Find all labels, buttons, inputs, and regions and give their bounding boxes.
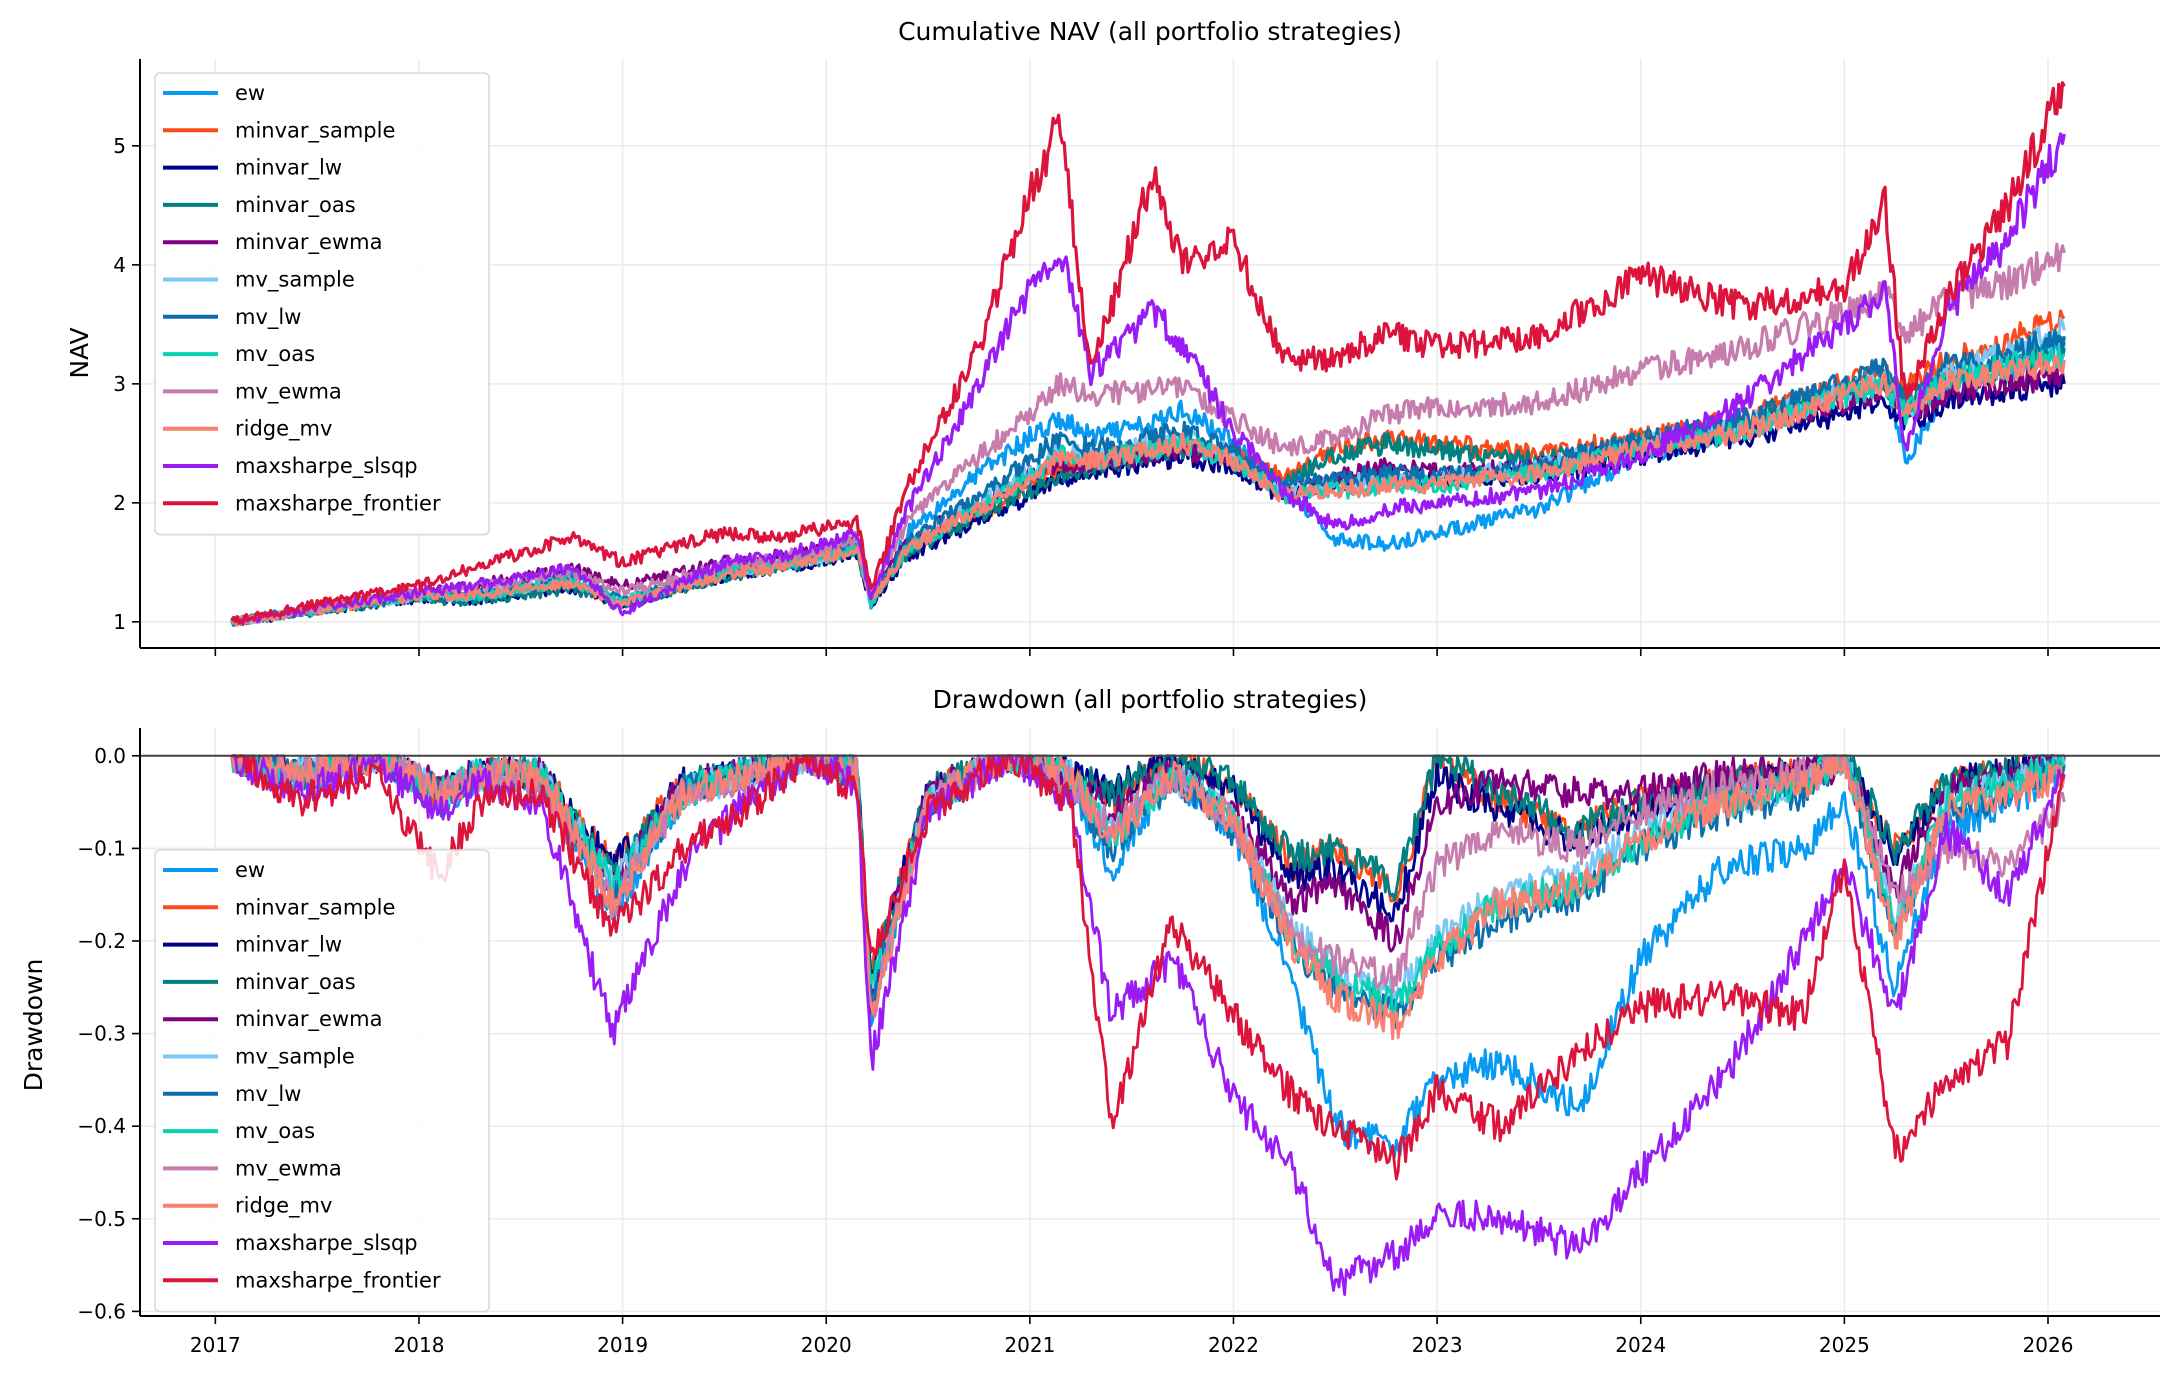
y-tick-label: 4 <box>113 253 126 277</box>
nav-series-group <box>230 81 2066 627</box>
legend-label: minvar_ewma <box>235 1007 382 1032</box>
legend-label: maxsharpe_slsqp <box>235 1231 418 1256</box>
legend-label: minvar_oas <box>235 970 356 995</box>
legend-frame <box>154 72 490 536</box>
legend-label: mv_oas <box>235 1119 315 1144</box>
legend-label: mv_lw <box>235 1082 301 1107</box>
legend-item: ridge_mv <box>163 1194 332 1219</box>
x-tick-label: 2017 <box>190 1333 241 1357</box>
legend-item: mv_lw <box>163 1082 301 1107</box>
legend-item: mv_ewma <box>163 379 342 404</box>
legend-item: minvar_sample <box>163 895 395 920</box>
legend-item: minvar_sample <box>163 118 395 143</box>
drawdown-axes: 0.0 −0.1 −0.2 −0.3 −0.4 −0.5 −0.6 2017 2018 2019 2… <box>77 728 2160 1357</box>
drawdown-y-axis-label: Drawdown <box>19 959 48 1092</box>
legend-label: minvar_oas <box>235 193 356 218</box>
legend-label: ridge_mv <box>235 1194 332 1219</box>
legend-item: mv_lw <box>163 305 301 330</box>
legend-item: ridge_mv <box>163 417 332 442</box>
drawdown-chart-title: Drawdown (all portfolio strategies) <box>933 685 1368 714</box>
legend-label: maxsharpe_frontier <box>235 491 441 516</box>
nav-chart-title: Cumulative NAV (all portfolio strategies… <box>898 17 1402 46</box>
legend-item: mv_sample <box>163 268 355 293</box>
legend-item: maxsharpe_frontier <box>163 1268 441 1293</box>
drawdown-panel: 0.0 −0.1 −0.2 −0.3 −0.4 −0.5 −0.6 2017 2018 2019 2… <box>19 685 2160 1357</box>
legend-label: minvar_ewma <box>235 230 382 255</box>
nav-panel: 1 2 3 4 5 Cumulative NAV (all portfolio stra… <box>65 17 2160 656</box>
series-line-maxsharpe-frontier <box>230 81 2066 626</box>
y-tick-label: 5 <box>113 134 126 158</box>
y-tick-label: 1 <box>113 610 126 634</box>
legend-label: mv_sample <box>235 1045 355 1070</box>
legend-item: mv_oas <box>163 342 315 367</box>
legend-item: maxsharpe_slsqp <box>163 1231 418 1256</box>
legend-label: ew <box>235 858 265 882</box>
nav-axes: 1 2 3 4 5 <box>113 59 2160 656</box>
legend-label: mv_sample <box>235 268 355 293</box>
drawdown-series-group <box>230 754 2066 1296</box>
legend-label: mv_ewma <box>235 1156 342 1181</box>
y-tick-label: −0.3 <box>77 1022 126 1046</box>
x-tick-label: 2018 <box>394 1333 445 1357</box>
x-tick-label: 2023 <box>1412 1333 1463 1357</box>
x-tick-label: 2025 <box>1819 1333 1870 1357</box>
legend-item: ew <box>163 81 265 105</box>
legend-label: ew <box>235 81 265 105</box>
legend-label: minvar_lw <box>235 933 342 958</box>
legend-item: mv_oas <box>163 1119 315 1144</box>
series-line-mv-ewma <box>230 242 2066 626</box>
legend-label: mv_lw <box>235 305 301 330</box>
legend-item: minvar_ewma <box>163 1007 382 1032</box>
legend-label: minvar_lw <box>235 156 342 181</box>
x-tick-label: 2021 <box>1004 1333 1055 1357</box>
legend-item: mv_ewma <box>163 1156 342 1181</box>
x-tick-label: 2026 <box>2023 1333 2074 1357</box>
series-line-ridge-mv <box>231 352 2066 627</box>
legend-label: mv_oas <box>235 342 315 367</box>
legend-item: minvar_oas <box>163 970 356 995</box>
y-tick-label: −0.6 <box>77 1299 126 1323</box>
series-line-minvar-ewma <box>231 754 2065 1014</box>
legend-item: minvar_lw <box>163 933 342 958</box>
x-tick-label: 2022 <box>1208 1333 1259 1357</box>
legend-item: mv_sample <box>163 1045 355 1070</box>
y-tick-label: 2 <box>113 491 126 515</box>
series-line-ridge-mv <box>230 754 2066 1041</box>
y-tick-label: −0.2 <box>77 929 126 953</box>
legend-label: minvar_sample <box>235 895 395 920</box>
legend-label: maxsharpe_frontier <box>235 1268 441 1293</box>
x-tick-label: 2024 <box>1615 1333 1666 1357</box>
legend-item: minvar_ewma <box>163 230 382 255</box>
y-tick-label: −0.5 <box>77 1207 126 1231</box>
legend-label: mv_ewma <box>235 379 342 404</box>
legend-frame <box>154 849 490 1313</box>
legend-item: ew <box>163 858 265 882</box>
series-line-maxsharpe-slsqp <box>230 132 2066 624</box>
legend-item: maxsharpe_slsqp <box>163 454 418 479</box>
legend-item: maxsharpe_frontier <box>163 491 441 516</box>
legend-label: maxsharpe_slsqp <box>235 454 418 479</box>
series-line-maxsharpe-frontier <box>231 754 2065 1181</box>
x-tick-label: 2019 <box>597 1333 648 1357</box>
nav-legend: ew minvar_sample minvar_lw minvar_oasminvar… <box>154 72 490 536</box>
legend-label: minvar_sample <box>235 118 395 143</box>
drawdown-legend: ew minvar_sample minvar_lw minvar_oasminvar… <box>154 849 490 1313</box>
x-tick-label: 2020 <box>801 1333 852 1357</box>
legend-item: minvar_lw <box>163 156 342 181</box>
y-tick-label: 3 <box>113 372 126 396</box>
y-tick-label: 0.0 <box>94 744 126 768</box>
y-tick-label: −0.1 <box>77 836 126 860</box>
nav-y-axis-label: NAV <box>65 327 94 378</box>
legend-label: ridge_mv <box>235 417 332 442</box>
legend-item: minvar_oas <box>163 193 356 218</box>
y-tick-label: −0.4 <box>77 1114 126 1138</box>
